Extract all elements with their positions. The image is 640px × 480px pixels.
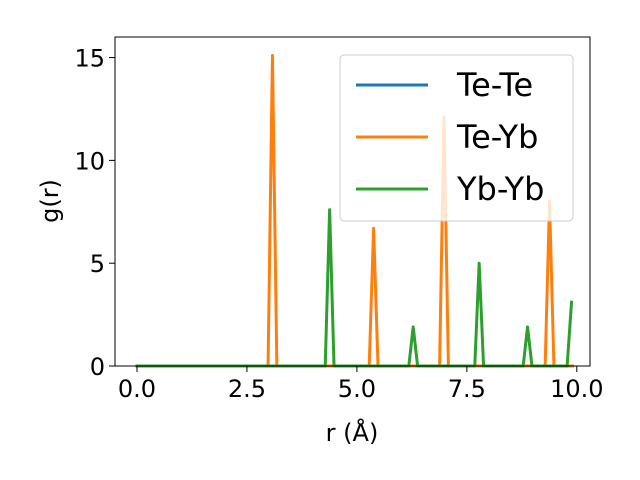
x-axis-label: r (Å): [326, 418, 379, 447]
y-tick-label: 10: [74, 147, 105, 175]
y-axis-ticks: 0 5 10 15: [74, 45, 115, 381]
series-line-yb-yb: [135, 208, 574, 368]
x-tick-label: 7.5: [448, 375, 486, 403]
x-tick-label: 2.5: [228, 375, 266, 403]
y-axis-label: g(r): [36, 179, 64, 223]
x-axis-ticks: 0.0 2.5 5.0 7.5 10.0: [118, 366, 604, 403]
plot-frame: [114, 36, 591, 367]
x-tick-label: 5.0: [338, 375, 376, 403]
y-tick-label: 15: [74, 45, 105, 73]
x-tick-label: 10.0: [550, 375, 603, 403]
legend-box: [339, 54, 574, 222]
legend-label-yb-yb: Yb-Yb: [456, 170, 544, 208]
y-tick-label: 5: [90, 250, 105, 278]
legend-label-te-yb: Te-Yb: [456, 118, 538, 156]
legend: Te-Te Te-Yb Yb-Yb: [339, 54, 574, 222]
y-tick-label: 0: [90, 353, 105, 381]
x-tick-label: 0.0: [118, 375, 156, 403]
legend-label-te-te: Te-Te: [456, 66, 533, 104]
